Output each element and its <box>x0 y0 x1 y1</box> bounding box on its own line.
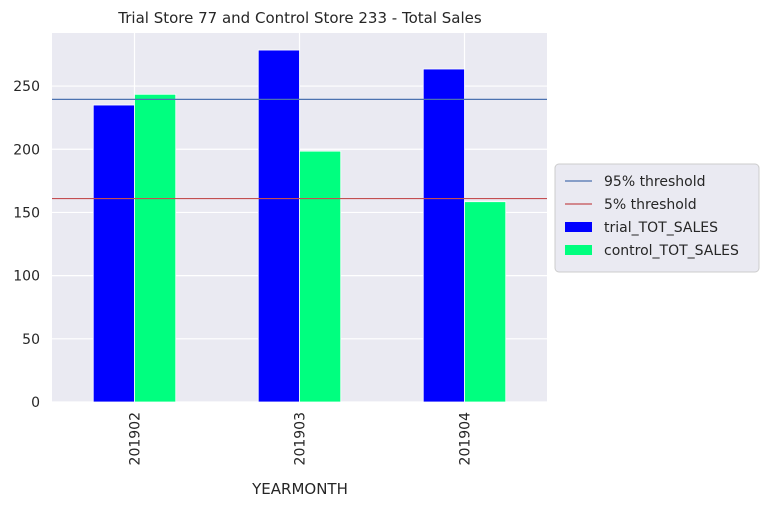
bars <box>92 49 507 403</box>
bar-trial_TOT_SALES-201902 <box>92 104 135 403</box>
bar-control_TOT_SALES-201902 <box>134 93 177 403</box>
x-tick-label: 201904 <box>458 412 474 466</box>
bar-trial_TOT_SALES-201903 <box>257 49 300 403</box>
bar-trial_TOT_SALES-201904 <box>422 68 465 403</box>
y-tick-label: 100 <box>13 269 40 285</box>
legend-label: control_TOT_SALES <box>604 243 739 259</box>
y-tick-label: 150 <box>13 205 40 221</box>
chart-title: Trial Store 77 and Control Store 233 - T… <box>117 9 482 27</box>
x-axis-label: YEARMONTH <box>251 480 348 498</box>
threshold-lines <box>52 98 547 200</box>
y-tick-label: 0 <box>31 395 40 411</box>
x-tick-label: 201902 <box>128 412 144 465</box>
x-tick-label: 201903 <box>293 412 309 465</box>
legend-bar-swatch <box>565 222 592 232</box>
legend-label: trial_TOT_SALES <box>604 220 718 236</box>
y-tick-label: 250 <box>13 79 40 95</box>
y-tick-label: 200 <box>13 142 40 158</box>
legend: 95% threshold 5% threshold trial_TOT_SALES… <box>554 163 760 273</box>
x-axis-ticks: 201902 201903 201904 <box>128 412 474 466</box>
legend-bar-swatch <box>565 245 592 255</box>
bar-control_TOT_SALES-201904 <box>464 201 507 403</box>
legend-box <box>554 163 760 273</box>
bar-control_TOT_SALES-201903 <box>299 150 342 403</box>
y-axis-ticks: 0 50 100 150 200 250 <box>13 79 40 411</box>
legend-label: 95% threshold <box>604 174 706 190</box>
y-tick-label: 50 <box>22 332 40 348</box>
legend-label: 5% threshold <box>604 197 697 213</box>
